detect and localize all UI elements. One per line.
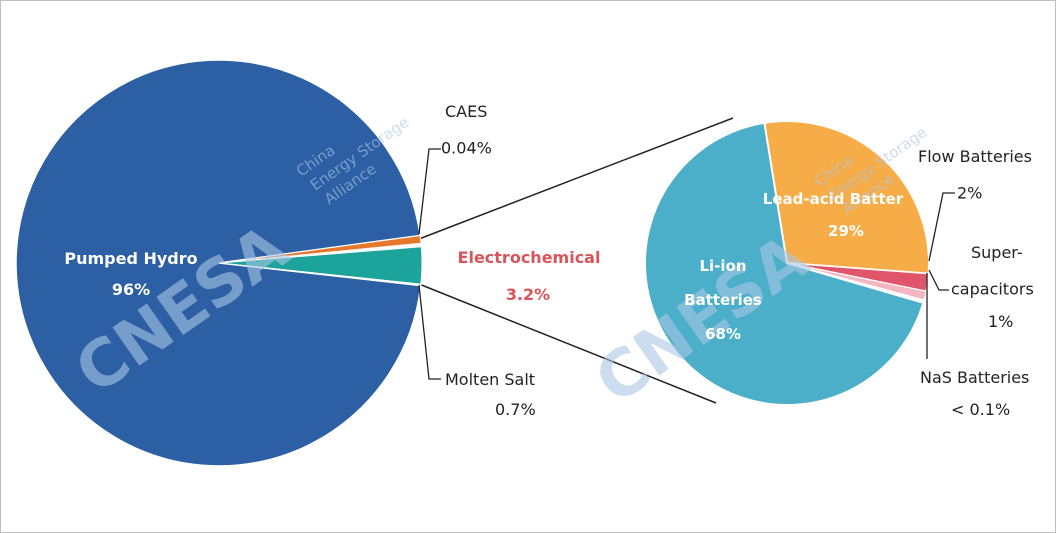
label-li-ion-value: 68% [705,325,741,343]
leader-supercap [928,269,949,291]
electrochemical-pie [644,120,930,406]
callout-nas-name: NaS Batteries [920,368,1029,387]
callout-molten-salt-value: 0.7% [495,400,536,419]
zoom-connector-top [418,117,734,240]
callout-caes-name: CAES [445,102,487,121]
callout-labels: CAES 0.04% Electrochemical 3.2% Molten S… [441,102,1034,419]
callout-flow-value: 2% [957,184,982,203]
label-li-ion-line2: Batteries [684,291,762,309]
label-li-ion-line1: Li-ion [699,257,746,275]
leader-lines [418,148,955,380]
pie-slice-lead-acid [761,120,930,275]
zoom-connectors [418,117,734,404]
label-lead-acid-value: 29% [828,222,864,240]
callout-molten-salt-name: Molten Salt [445,370,535,389]
leader-flow [928,192,955,262]
inner-labels: Pumped Hydro 96% Lead-acid Batter 29% Li… [64,190,903,343]
callout-nas-value: < 0.1% [951,400,1010,419]
callout-supercap-value: 1% [988,312,1013,331]
leader-molten-salt [418,284,441,380]
callout-flow-name: Flow Batteries [918,147,1032,166]
callout-electrochemical-name: Electrochemical [458,248,601,267]
label-lead-acid: Lead-acid Batter [763,190,904,208]
pie-slice-pumped-hydro [15,59,422,467]
pie-slice-molten-salt [218,262,422,287]
callout-caes-value: 0.04% [441,139,492,158]
callout-supercap-line2: capacitors [951,280,1034,299]
callout-supercap-line1: Super- [971,243,1023,262]
main-pie [15,59,423,467]
pie-slice-li-ion [644,121,925,406]
callout-electrochemical-value: 3.2% [506,285,550,304]
label-pumped-hydro: Pumped Hydro [64,249,197,268]
label-pumped-hydro-value: 96% [112,280,150,299]
zoom-connector-bottom [418,283,717,404]
pie-slice-caes-orange [218,234,422,264]
leader-caes [418,148,441,235]
